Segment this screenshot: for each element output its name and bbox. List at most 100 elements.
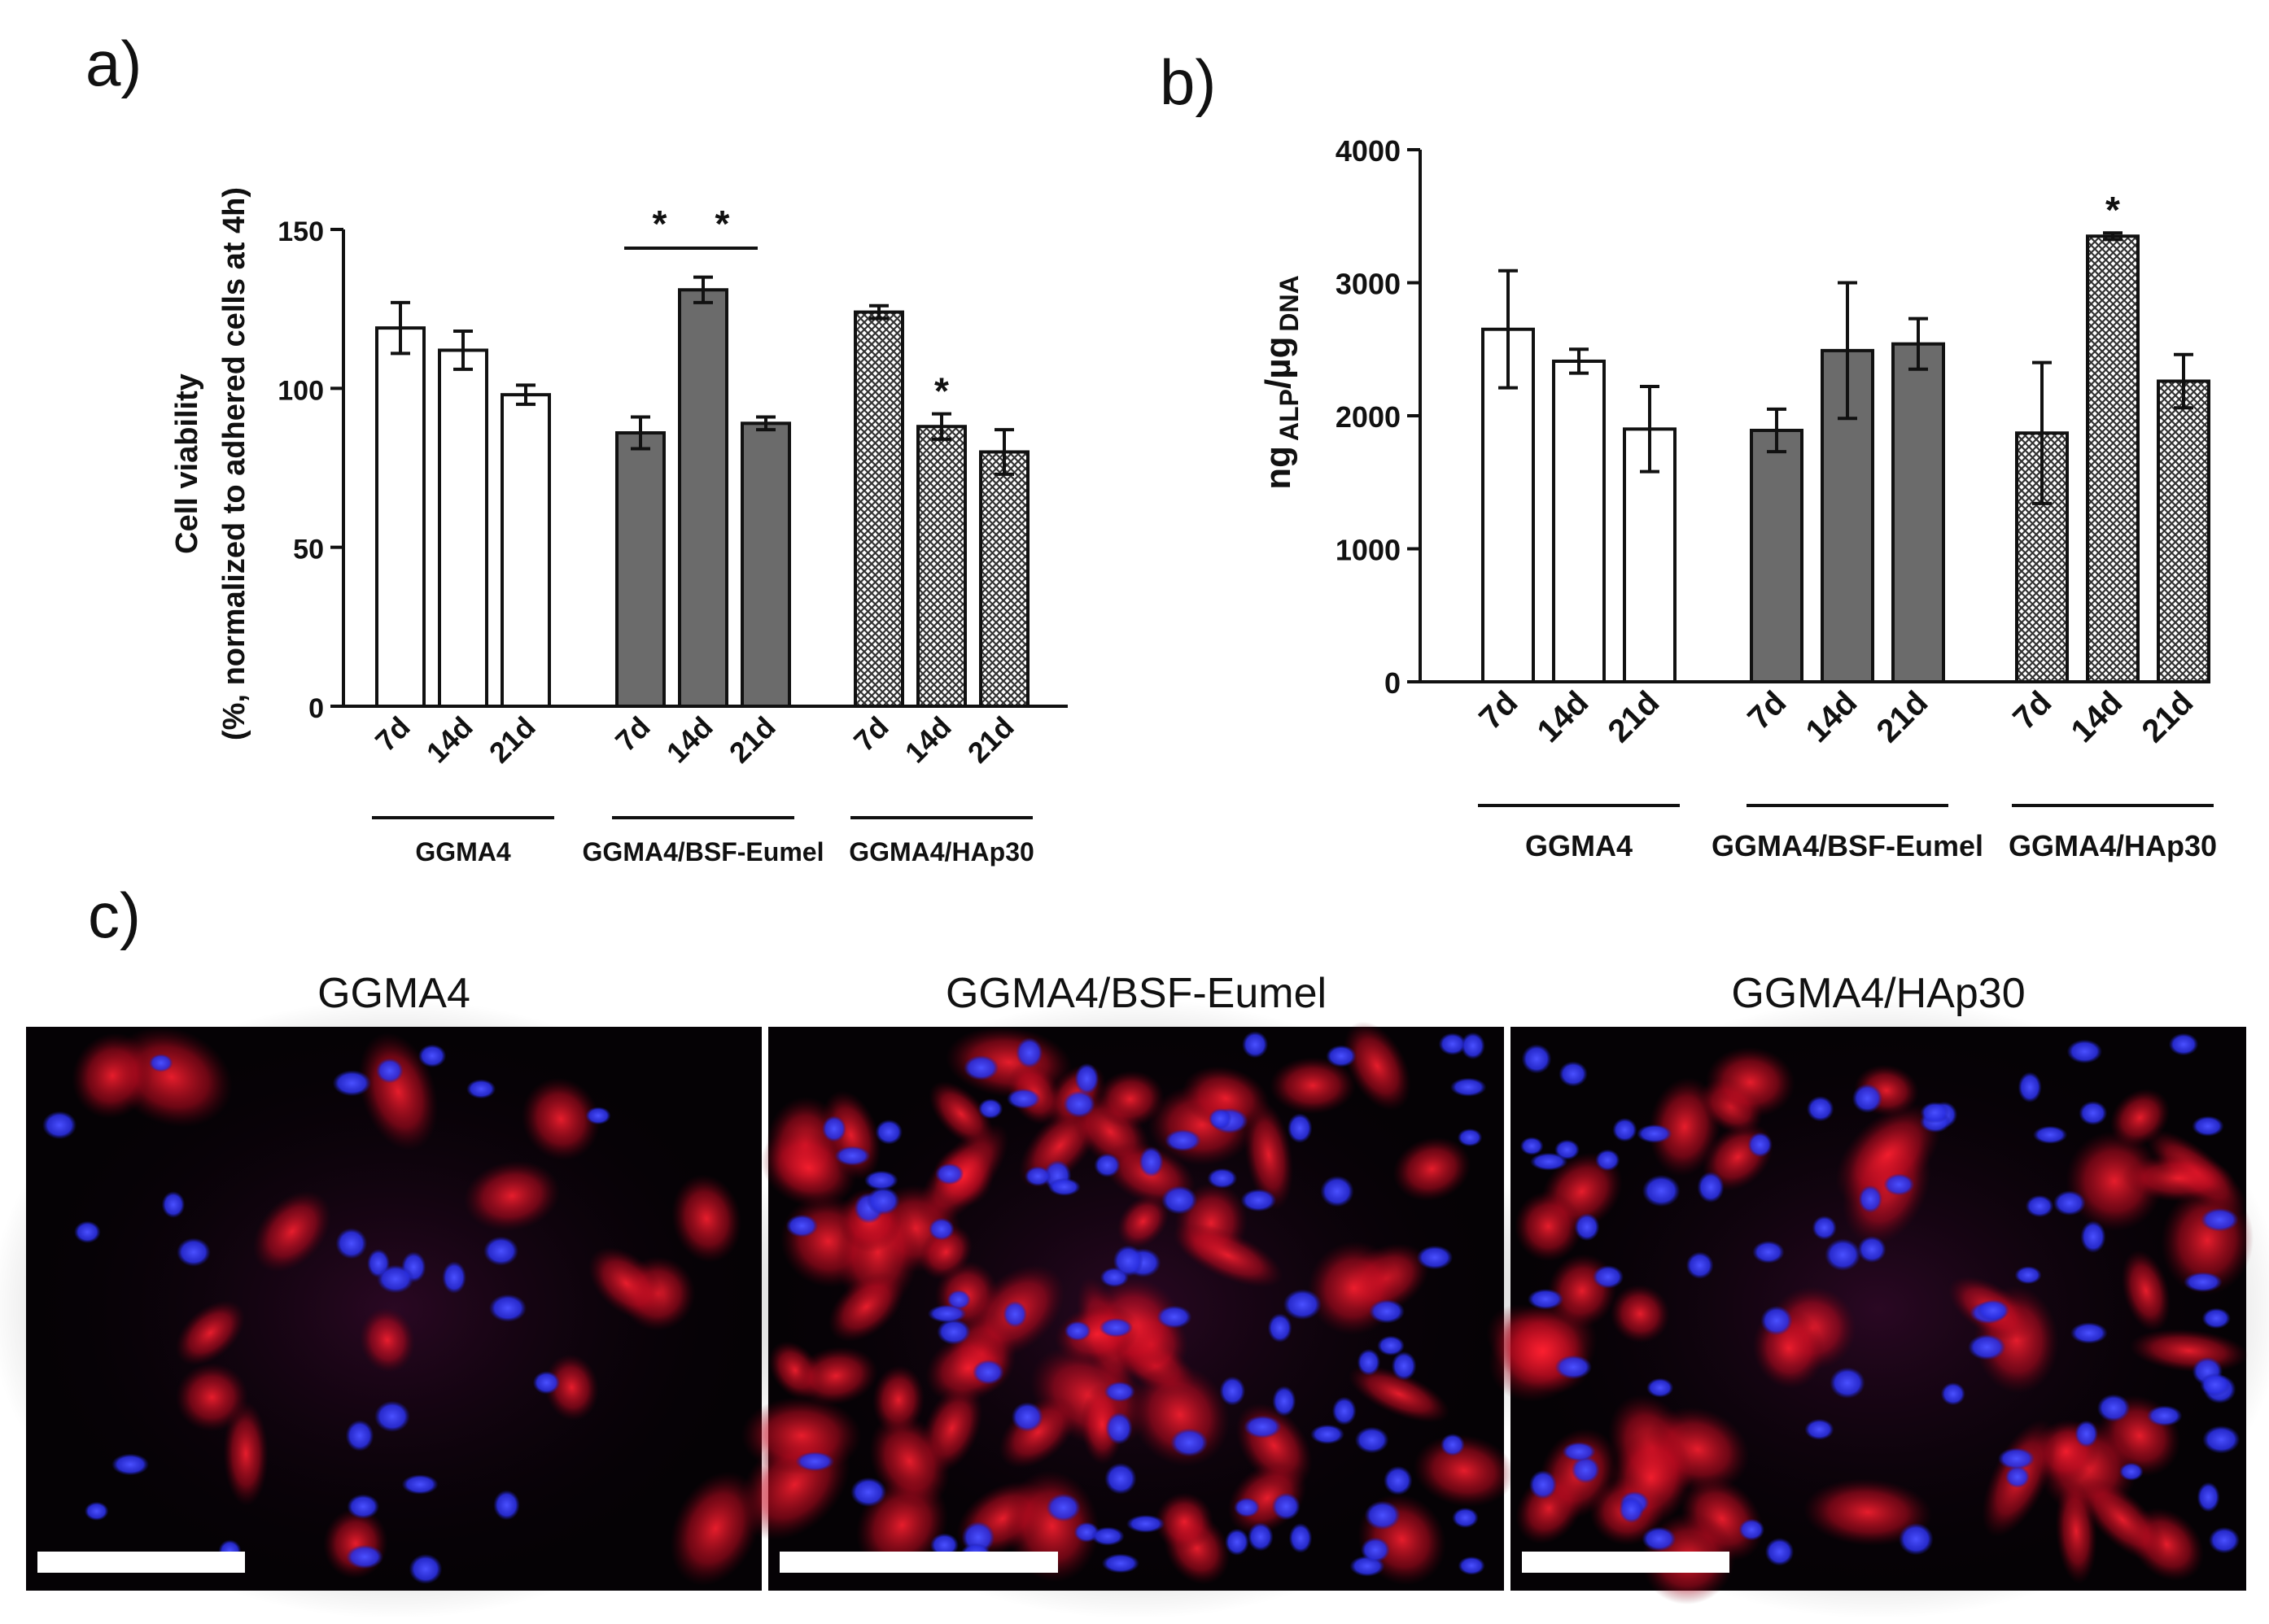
cell-nucleus [863, 1170, 898, 1190]
cell-cytoskeleton [1835, 1103, 1941, 1206]
cell-cytoskeleton [1173, 1223, 1283, 1288]
cell-nucleus [1857, 1236, 1886, 1264]
cell-cytoskeleton [2121, 1250, 2171, 1332]
cell-nucleus [1101, 1553, 1140, 1574]
chart-b-group-label: GGMA4/BSF-Eumel [1712, 829, 1983, 862]
chart-a-x-tick-label: 14d [660, 710, 719, 770]
cell-nucleus [1208, 1108, 1232, 1129]
chart-b-bar [1552, 359, 1606, 683]
chart-b-bar [1750, 428, 1803, 683]
chart-a-bar [375, 326, 426, 708]
cell-nucleus [376, 1058, 404, 1084]
cell-cytoskeleton [223, 1400, 269, 1507]
cell-nucleus [1047, 1177, 1081, 1196]
cell-nucleus [1271, 1492, 1301, 1521]
cell-nucleus [332, 1070, 372, 1097]
cell-nucleus [2200, 1373, 2231, 1397]
cell-cytoskeleton [1081, 1384, 1124, 1465]
cell-nucleus [409, 1553, 443, 1584]
cell-nucleus [466, 1079, 496, 1099]
chart-b-group-label: GGMA4 [1525, 829, 1633, 862]
cell-nucleus [1825, 1238, 1861, 1272]
cell-nucleus [2202, 1425, 2241, 1454]
cell-nucleus [785, 1214, 819, 1238]
cell-cytoskeleton [828, 1272, 904, 1342]
cell-nucleus [1574, 1213, 1600, 1242]
chart-a-bar [916, 425, 967, 708]
cell-nucleus [2032, 1125, 2068, 1144]
chart-b-group-label: GGMA4/HAp30 [2009, 829, 2217, 862]
cell-cytoskeleton [1343, 1021, 1411, 1111]
cell-nucleus [1457, 1128, 1483, 1147]
cell-nucleus [377, 1264, 414, 1294]
cell-nucleus [1046, 1493, 1081, 1522]
cell-nucleus [866, 1186, 900, 1216]
cell-cytoskeleton [1705, 1046, 1795, 1118]
cell-nucleus [2201, 1207, 2239, 1232]
cell-nucleus [488, 1294, 527, 1322]
chart-a-y-tick-label: 100 [278, 375, 324, 406]
chart-a-x-tick-label: 7d [369, 710, 417, 758]
cell-nucleus [937, 1319, 971, 1345]
micrograph-panel: GGMA4 GGMA4/BSF-Eumel GGMA4/HAp30 [0, 970, 2269, 1619]
cell-nucleus [1233, 1497, 1261, 1518]
panel-label-c: c) [88, 880, 141, 951]
cell-nucleus [2146, 1405, 2183, 1426]
cell-nucleus [875, 1119, 903, 1145]
cell-cytoskeleton [2066, 1131, 2163, 1232]
chart-a-bar [979, 450, 1030, 708]
cell-nucleus [1091, 1526, 1125, 1546]
cell-nucleus [1697, 1171, 1725, 1203]
cell-nucleus [177, 1238, 211, 1267]
cell-nucleus [1267, 1313, 1292, 1343]
chart-a-bar [615, 431, 666, 708]
cell-cytoskeleton [1413, 1434, 1515, 1508]
cell-nucleus [493, 1490, 520, 1521]
cell-nucleus [1272, 1386, 1296, 1417]
chart-b-x-tick-label: 21d [1602, 684, 1667, 749]
cell-nucleus [401, 1474, 439, 1495]
cell-nucleus [374, 1400, 410, 1433]
cell-nucleus [42, 1111, 77, 1140]
chart-b-x-tick-label: 21d [1870, 684, 1935, 749]
cell-nucleus [1011, 1402, 1043, 1432]
cell-nucleus [1752, 1240, 1785, 1264]
chart-a-x-tick-label: 7d [609, 710, 657, 758]
cell-nucleus [1851, 1084, 1883, 1113]
cell-nucleus [821, 1115, 846, 1142]
chart-a-x-tick-label: 7d [847, 710, 895, 758]
cell-cytoskeleton [544, 1354, 599, 1421]
cell-nucleus [1898, 1522, 1934, 1556]
cell-cytoskeleton [1515, 1190, 1583, 1262]
cell-nucleus [1156, 1305, 1192, 1329]
cell-cytoskeleton [252, 1190, 331, 1273]
cell-nucleus [2005, 1465, 2031, 1488]
cell-nucleus [2096, 1394, 2131, 1422]
cell-nucleus [1161, 1185, 1198, 1215]
cell-cytoskeleton [1117, 1194, 1169, 1248]
cell-cytoskeleton [175, 1300, 245, 1366]
cell-nucleus [1738, 1518, 1765, 1541]
cell-nucleus [1383, 1465, 1413, 1495]
cell-nucleus [1458, 1556, 1485, 1575]
cell-nucleus [1527, 1288, 1564, 1310]
chart-a-group-label: GGMA4/HAp30 [849, 837, 1034, 867]
cell-nucleus [795, 1452, 835, 1472]
cell-nucleus [1357, 1348, 1381, 1376]
cell-nucleus [1364, 1500, 1401, 1530]
cell-nucleus [1225, 1528, 1249, 1556]
chart-b-x-tick-label: 14d [2065, 684, 2130, 749]
cell-cytoskeleton [670, 1471, 762, 1586]
cell-nucleus [1126, 1514, 1165, 1533]
cell-nucleus [1240, 1189, 1277, 1212]
chart-b-x-tick-label: 7d [1741, 684, 1793, 736]
chart-a-bar [678, 288, 728, 708]
cell-nucleus [1883, 1173, 1915, 1196]
cell-nucleus [1170, 1428, 1209, 1457]
cell-nucleus [2192, 1115, 2224, 1137]
cell-nucleus [1242, 1031, 1269, 1059]
cell-cytoskeleton [1803, 1478, 1933, 1546]
